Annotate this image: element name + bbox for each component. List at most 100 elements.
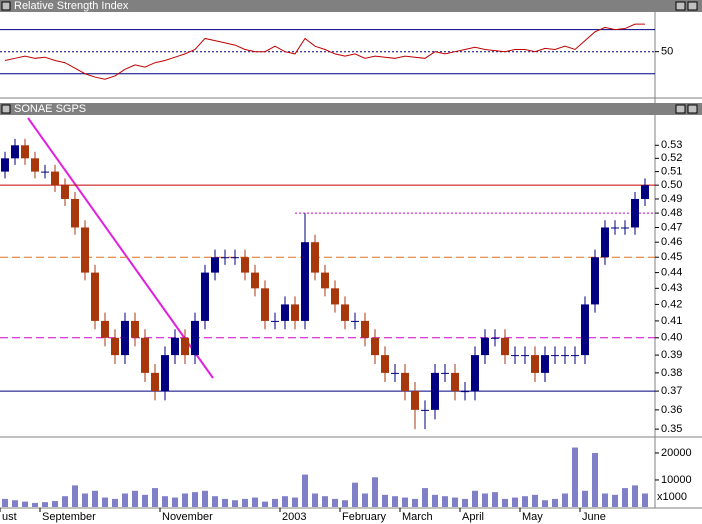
candle-body bbox=[461, 391, 469, 393]
volume-bar bbox=[332, 498, 338, 507]
candle-body bbox=[421, 409, 429, 411]
volume-bar bbox=[602, 493, 608, 507]
candle-body bbox=[491, 337, 499, 339]
candle-body bbox=[61, 185, 69, 199]
candle-body bbox=[411, 391, 419, 410]
candle-body bbox=[431, 372, 439, 410]
y-tick-label: 0.36 bbox=[661, 404, 682, 416]
volume-bar bbox=[82, 493, 88, 507]
candle-body bbox=[531, 355, 539, 373]
volume-bar bbox=[622, 488, 628, 507]
x-tick-label: September bbox=[42, 511, 96, 523]
axis-label: x1000 bbox=[657, 491, 687, 503]
candle-body bbox=[201, 272, 209, 321]
y-tick-label: 0.53 bbox=[661, 139, 682, 151]
candle-body bbox=[471, 355, 479, 392]
volume-bar bbox=[252, 497, 258, 507]
panel-icon bbox=[1, 104, 11, 114]
y-tick-label: 50 bbox=[661, 46, 673, 58]
y-tick-label: 0.52 bbox=[661, 152, 682, 164]
volume-bar bbox=[132, 490, 138, 507]
candle-body bbox=[571, 355, 579, 357]
volume-bar bbox=[422, 488, 428, 507]
volume-bar bbox=[492, 492, 498, 507]
y-tick-label: 0.48 bbox=[661, 207, 682, 219]
candle-body bbox=[541, 355, 549, 373]
volume-bar bbox=[182, 493, 188, 507]
candle-body bbox=[241, 257, 249, 273]
candle-body bbox=[81, 227, 89, 273]
x-tick-label: February bbox=[342, 511, 387, 523]
x-tick-label: April bbox=[462, 511, 484, 523]
y-tick-label: 0.43 bbox=[661, 282, 682, 294]
candle-body bbox=[451, 372, 459, 392]
close-button[interactable] bbox=[687, 104, 698, 114]
volume-bar bbox=[262, 501, 268, 507]
y-tick-label: 0.47 bbox=[661, 221, 682, 233]
volume-bar bbox=[432, 494, 438, 507]
volume-bar bbox=[62, 496, 68, 507]
candle-body bbox=[351, 320, 359, 322]
y-tick-label: 20000 bbox=[661, 447, 692, 459]
volume-bar bbox=[122, 493, 128, 507]
y-tick-label: 0.49 bbox=[661, 193, 682, 205]
candle-body bbox=[581, 304, 589, 356]
candle-body bbox=[631, 198, 639, 228]
volume-bar bbox=[312, 493, 318, 507]
candle-body bbox=[251, 272, 259, 289]
volume-bar bbox=[142, 494, 148, 507]
volume-bar bbox=[382, 494, 388, 507]
volume-bar bbox=[172, 497, 178, 507]
volume-bar bbox=[212, 496, 218, 507]
volume-bar bbox=[482, 493, 488, 507]
y-tick-label: 0.45 bbox=[661, 251, 682, 263]
volume-bar bbox=[342, 500, 348, 507]
y-tick-label: 0.50 bbox=[661, 179, 682, 191]
volume-bar bbox=[322, 496, 328, 507]
x-tick-label: 2003 bbox=[282, 511, 306, 523]
volume-bar bbox=[92, 490, 98, 507]
panel-title: Relative Strength Index bbox=[14, 0, 129, 12]
volume-bar bbox=[12, 500, 18, 507]
candle-body bbox=[261, 288, 269, 321]
candle-body bbox=[231, 257, 239, 259]
volume-bar bbox=[642, 493, 648, 507]
volume-bar bbox=[462, 498, 468, 507]
candle-body bbox=[401, 372, 409, 392]
candle-body bbox=[481, 337, 489, 356]
y-tick-label: 0.39 bbox=[661, 349, 682, 361]
candle-body bbox=[151, 372, 159, 392]
candle-body bbox=[331, 288, 339, 305]
candle-body bbox=[381, 355, 389, 373]
candle-body bbox=[101, 320, 109, 338]
x-tick-label: November bbox=[162, 511, 213, 523]
candle-body bbox=[221, 257, 229, 259]
volume-bar bbox=[412, 498, 418, 507]
candle-body bbox=[611, 227, 619, 229]
volume-bar bbox=[232, 500, 238, 507]
volume-bar bbox=[292, 497, 298, 507]
volume-bar bbox=[502, 498, 508, 507]
minimize-button[interactable] bbox=[675, 1, 686, 11]
close-button[interactable] bbox=[687, 1, 698, 11]
volume-bar bbox=[402, 497, 408, 507]
candle-body bbox=[441, 372, 449, 374]
candle-body bbox=[41, 171, 49, 173]
volume-bar bbox=[302, 474, 308, 507]
candle-body bbox=[191, 320, 199, 356]
y-tick-label: 10000 bbox=[661, 474, 692, 486]
candle-body bbox=[11, 145, 19, 159]
candle-body bbox=[131, 320, 139, 338]
candle-body bbox=[511, 355, 519, 357]
volume-bar bbox=[102, 497, 108, 507]
candle-body bbox=[621, 227, 629, 229]
volume-bar bbox=[192, 492, 198, 507]
panel-header bbox=[0, 103, 702, 115]
x-tick-label: May bbox=[522, 511, 543, 523]
volume-bar bbox=[532, 494, 538, 507]
candle-body bbox=[641, 185, 649, 199]
minimize-button[interactable] bbox=[675, 104, 686, 114]
candle-body bbox=[561, 355, 569, 357]
volume-bar bbox=[42, 502, 48, 507]
